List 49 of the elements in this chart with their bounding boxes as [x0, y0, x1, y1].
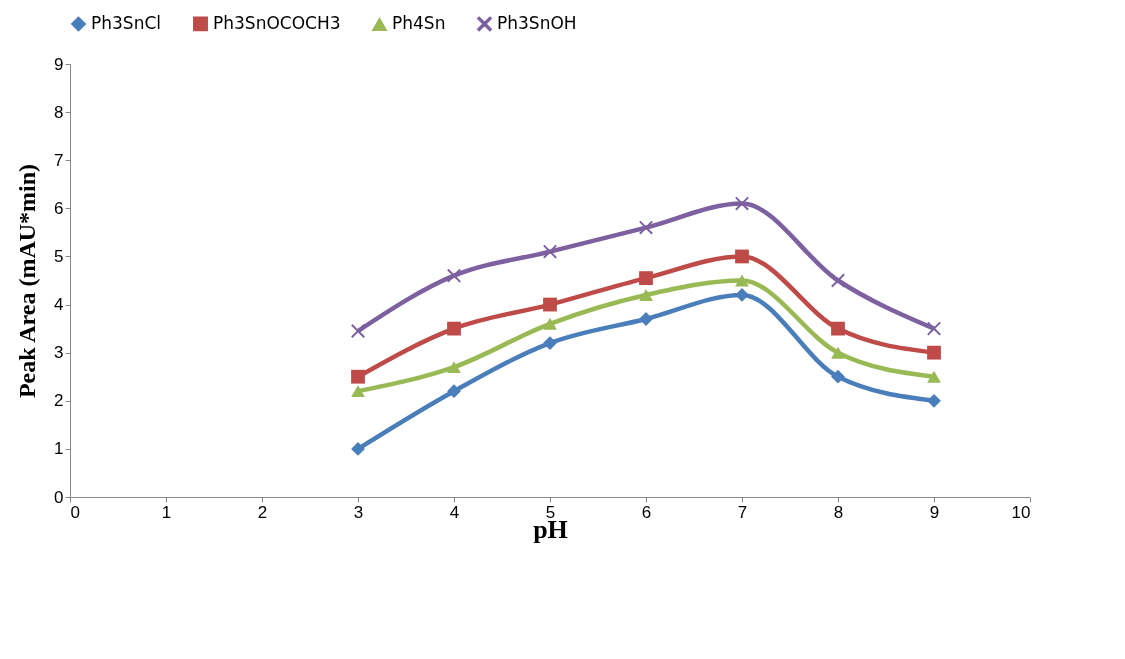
point — [543, 317, 557, 330]
point — [831, 321, 845, 336]
point — [927, 345, 941, 360]
x-tick-label: 3 — [353, 502, 364, 522]
x-tick-label: 8 — [833, 502, 844, 522]
y-tick-label: 5 — [54, 246, 64, 266]
point — [735, 249, 749, 264]
point — [447, 361, 461, 374]
point — [351, 324, 365, 338]
y-tick-label: 3 — [54, 343, 64, 363]
legend-label: Ph3SnCl — [91, 12, 162, 33]
point — [351, 442, 365, 456]
point — [735, 288, 749, 302]
point — [831, 369, 845, 384]
point — [639, 271, 653, 285]
x-tick-label: 7 — [737, 502, 748, 522]
x-tick-label: 2 — [257, 502, 268, 522]
legend-label: Ph3SnOH — [497, 12, 577, 33]
point — [543, 244, 557, 259]
point — [447, 268, 461, 283]
point — [351, 369, 365, 384]
point — [447, 321, 461, 336]
y-axis-title: Peak Area (mAU*min) — [14, 163, 41, 399]
point — [543, 297, 557, 312]
x-tick-label: 9 — [929, 502, 940, 522]
y-tick-label: 6 — [54, 198, 64, 218]
x-tick-label: 10 — [1011, 502, 1031, 522]
point — [639, 312, 653, 326]
x-tick-label: 0 — [70, 502, 80, 522]
y-tick-label: 9 — [54, 54, 64, 74]
point — [927, 393, 941, 408]
y-tick-label: 0 — [54, 487, 64, 507]
point — [927, 370, 941, 383]
point — [543, 336, 557, 350]
x-tick-label: 1 — [161, 502, 172, 522]
x-tick-label: 4 — [449, 502, 460, 522]
y-tick-label: 8 — [54, 102, 64, 122]
point — [351, 385, 365, 398]
point — [735, 274, 749, 287]
point — [639, 288, 653, 301]
point — [831, 346, 845, 359]
legend-label: Ph3SnOCOCH3 — [213, 12, 341, 33]
point — [447, 384, 461, 399]
legend-label: Ph4Sn — [392, 13, 446, 34]
x-tick-label: 6 — [641, 502, 652, 522]
y-tick-label: 1 — [54, 439, 64, 459]
y-tick-label: 2 — [54, 391, 64, 411]
y-tick-label: 7 — [54, 150, 64, 170]
y-tick-label: 4 — [54, 295, 64, 315]
